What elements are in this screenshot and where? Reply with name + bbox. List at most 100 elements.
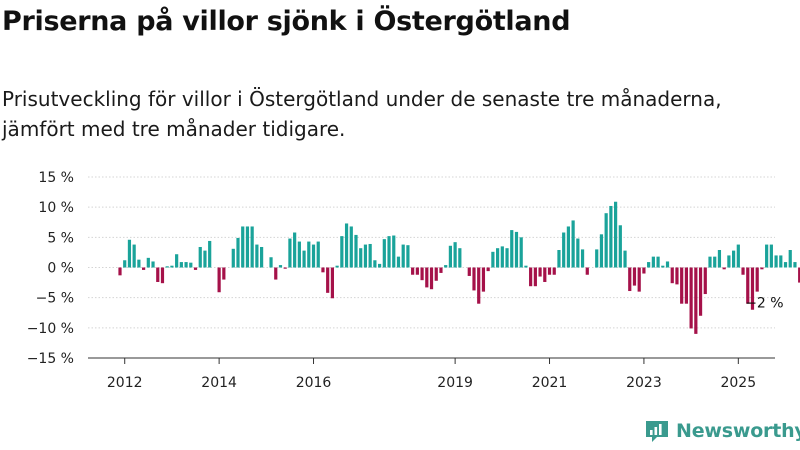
bar [600,234,603,267]
bar [288,239,291,268]
bar [411,268,414,275]
bar [118,268,121,276]
y-tick-label: −10 % [27,321,74,337]
bar [510,230,513,267]
bar [713,257,716,268]
bar [458,248,461,267]
x-tick-label: 2014 [201,375,237,391]
bar [170,266,173,268]
bar [336,266,339,268]
bar [468,268,471,276]
bar [482,268,485,292]
bar [586,268,589,275]
bar [609,206,612,268]
bar [331,268,334,299]
bar [123,260,126,267]
bar [354,235,357,268]
bar [387,236,390,267]
bar [524,266,527,268]
bar [128,240,131,268]
bar [605,213,608,267]
bar [166,266,169,267]
bar [553,268,556,275]
bar [199,247,202,268]
bar [279,265,282,267]
x-tick-label: 2012 [107,375,143,391]
bar [656,257,659,268]
bar [161,268,164,284]
bar [633,268,636,286]
bar [623,251,626,268]
y-tick-label: 5 % [47,230,74,246]
y-tick-label: 10 % [38,200,74,216]
bar [345,223,348,267]
x-tick-label: 2021 [532,375,568,391]
bar [534,268,537,287]
bar [222,268,225,280]
newsworthy-logo-icon [644,418,670,444]
bar [789,250,792,268]
bar [774,255,777,267]
bar [298,242,301,268]
bar [727,255,730,267]
bar [581,249,584,267]
bar [420,268,423,281]
newsworthy-logo: Newsworthy [644,418,800,444]
bar [203,251,206,268]
x-axis: 2012 2014 2016 2019 2021 2023 2025 [88,358,775,391]
bar [477,268,480,304]
bar [572,220,575,267]
bar [756,268,759,292]
bar [402,245,405,268]
bar [487,268,490,272]
bar [151,261,154,267]
bar [520,237,523,267]
bar [255,245,258,268]
bar [184,262,187,267]
y-tick-label: −15 % [27,351,74,367]
bar [614,202,617,268]
bar [699,268,702,316]
y-tick-label: −5 % [36,291,74,307]
bar [548,268,551,275]
bar [567,226,570,267]
bar [690,268,693,329]
bar [718,250,721,268]
bar [647,262,650,267]
bar [241,226,244,267]
bar [638,268,641,292]
bar [538,268,541,277]
bar [260,247,263,268]
bar [340,236,343,267]
last-value-label: −2 % [745,296,783,312]
bar [595,249,598,267]
bar [321,268,324,273]
bar [723,268,726,270]
bar [496,248,499,267]
annotations: −2 % [745,296,783,312]
bar [435,268,438,281]
bar [491,252,494,268]
bar [704,268,707,295]
bar [576,239,579,268]
bar [628,268,631,292]
bar [515,232,518,268]
bar [661,266,664,268]
bar [619,225,622,267]
bar [732,251,735,268]
x-tick-label: 2019 [437,375,473,391]
bar [501,246,504,267]
bar [397,257,400,268]
bar [133,245,136,268]
bar [364,245,367,268]
bar [505,248,508,267]
bar [671,268,674,284]
bar [680,268,683,304]
bar [666,261,669,267]
bar [251,226,254,267]
bar [359,248,362,267]
bar [307,242,310,268]
brand-name: Newsworthy [676,420,800,442]
bar [269,257,272,267]
y-tick-label: 15 % [38,170,74,186]
